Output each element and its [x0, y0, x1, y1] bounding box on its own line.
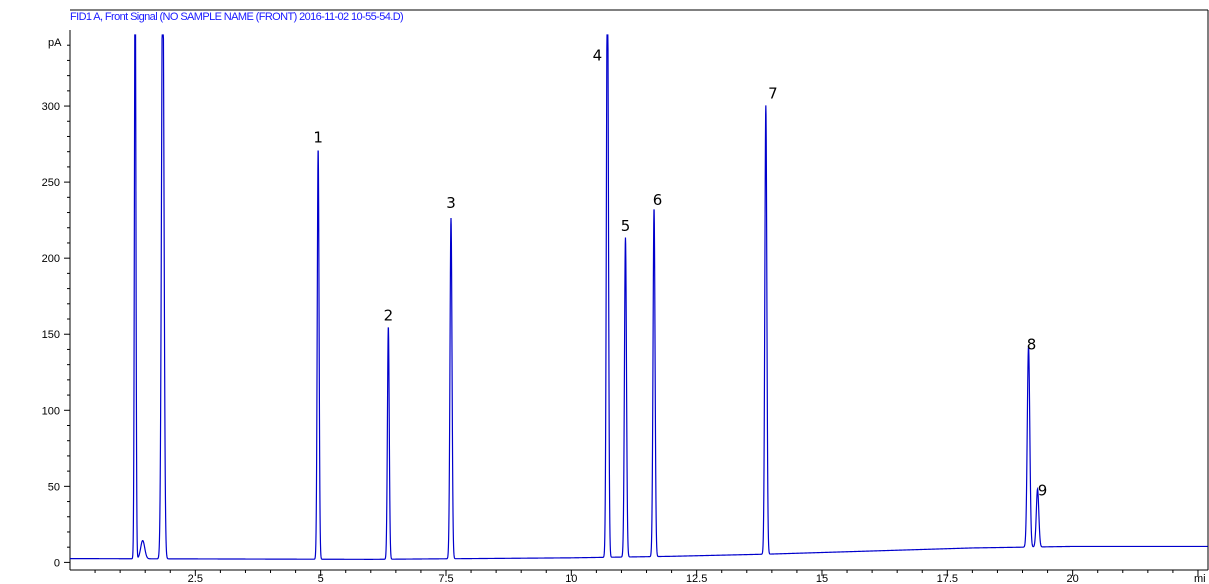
signal-trace: [70, 34, 1208, 560]
peak-label-8: 8: [1027, 335, 1037, 353]
y-tick-label: 50: [48, 481, 60, 493]
x-tick-label: 12.5: [686, 573, 707, 584]
y-tick-label: 250: [42, 177, 60, 189]
peak-label-6: 6: [653, 191, 663, 209]
peak-label-4: 4: [593, 46, 603, 64]
chart-title: FID1 A, Front Signal (NO SAMPLE NAME (FR…: [70, 11, 404, 23]
x-tick-label: 17.5: [937, 573, 958, 584]
y-axis-label: pA: [48, 37, 62, 49]
x-tick-label: 20: [1067, 573, 1079, 584]
x-tick-label: 7.5: [438, 573, 453, 584]
y-tick-label: 0: [54, 557, 60, 569]
peak-label-2: 2: [384, 307, 394, 325]
x-axis-label: mi: [1194, 573, 1206, 584]
x-tick-label: 2.5: [188, 573, 203, 584]
y-tick-label: 200: [42, 253, 60, 265]
peak-label-9: 9: [1038, 481, 1048, 499]
peak-label-5: 5: [621, 217, 631, 235]
y-tick-label: 300: [42, 101, 60, 113]
peak-label-7: 7: [768, 84, 778, 102]
peak-label-3: 3: [446, 194, 456, 212]
y-tick-label: 100: [42, 405, 60, 417]
peak-labels: 1 2 3 4 5 6 7 8 9: [313, 46, 1047, 499]
x-tick-label: 10: [565, 573, 577, 584]
peak-label-1: 1: [313, 129, 323, 147]
x-tick-label: 5: [318, 573, 324, 584]
chart-plot-area: [70, 34, 1208, 560]
x-tick-label: 15: [816, 573, 828, 584]
y-tick-label: 150: [42, 329, 60, 341]
